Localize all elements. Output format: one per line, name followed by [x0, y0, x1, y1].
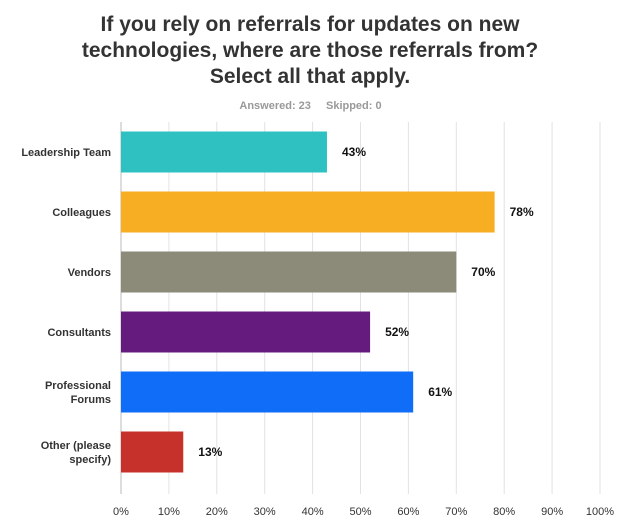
x-tick-label-90: 90%	[541, 506, 563, 518]
bar-5	[121, 431, 184, 473]
value-label-1: 78%	[510, 205, 534, 219]
response-stats: Answered: 23 Skipped: 0	[0, 100, 621, 112]
bar-4	[121, 371, 414, 413]
x-tick-label-50: 50%	[349, 506, 371, 518]
chart-title: If you rely on referrals for updates on …	[81, 13, 539, 88]
bar-0	[121, 131, 327, 173]
x-tick-label-40: 40%	[302, 506, 324, 518]
x-tick-label-100: 100%	[586, 506, 614, 518]
value-label-0: 43%	[342, 145, 366, 159]
x-tick-label-0: 0%	[113, 506, 129, 518]
value-label-2: 70%	[471, 265, 495, 279]
category-label-4: Professional Forums	[45, 380, 111, 406]
bar-3	[121, 311, 371, 353]
x-tick-label-20: 20%	[206, 506, 228, 518]
category-label-3: Consultants	[47, 327, 111, 339]
category-label-0: Leadership Team	[21, 147, 111, 159]
category-label-5: Other (please specify)	[41, 440, 112, 466]
x-tick-label-30: 30%	[254, 506, 276, 518]
category-label-1: Colleagues	[52, 207, 111, 219]
value-label-5: 13%	[198, 445, 222, 459]
x-tick-label-80: 80%	[493, 506, 515, 518]
answered-count: Answered: 23	[239, 100, 311, 112]
value-label-4: 61%	[428, 385, 452, 399]
category-label-2: Vendors	[68, 267, 111, 279]
skipped-count: Skipped: 0	[325, 100, 382, 112]
x-tick-label-10: 10%	[158, 506, 180, 518]
x-tick-label-70: 70%	[445, 506, 467, 518]
x-tick-label-60: 60%	[397, 506, 419, 518]
value-label-3: 52%	[385, 325, 409, 339]
bar-2	[121, 251, 457, 293]
bar-1	[121, 191, 495, 233]
